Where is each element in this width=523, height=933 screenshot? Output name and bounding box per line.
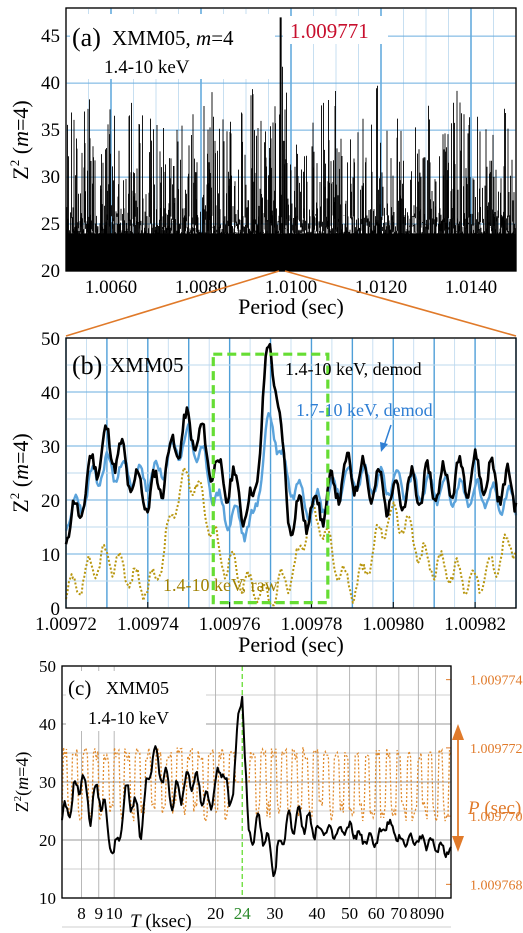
panel-c-series (61, 666, 452, 898)
right-tick-label: 1.009770 (470, 810, 523, 825)
x-tick-label: 1.0100 (265, 277, 317, 298)
highlight-box (211, 352, 330, 605)
panel-a-ticks: 20 25 30 35 40 45 1.0060 1.0080 1.0100 1.0120 1.01… (41, 26, 497, 298)
x-tick-label: 50 (341, 904, 358, 923)
y-tick-label: 45 (41, 26, 60, 47)
x-tick-label: 30 (266, 904, 283, 923)
panel-a-ylabel: Z2 (m=4) (7, 100, 33, 179)
y-tick-label: 10 (39, 889, 56, 908)
panel-a-peak-annotation: 1.009771 (290, 19, 369, 43)
x-tick-label: 1.0080 (175, 277, 227, 298)
x-tick-label: 1.00980 (362, 614, 424, 635)
panel-c-frame-top (61, 665, 452, 899)
right-axis-arrow (452, 724, 464, 852)
panel-b-title: XMM05 (110, 353, 184, 377)
legend-demod-17: 1.7-10 keV, demod (296, 400, 433, 420)
right-tick-label: 1.009774 (470, 674, 523, 689)
panel-c-xlabel: T (ksec) (130, 911, 192, 932)
x-tick-label: 70 (390, 904, 407, 923)
x-tick-label: 20 (207, 904, 224, 923)
y-tick-label: 10 (41, 545, 60, 566)
series-line-1 (64, 412, 518, 543)
x-tick-label: 9 (95, 904, 104, 923)
x-tick-label: 24 (234, 904, 252, 923)
y-tick-label: 30 (41, 437, 60, 458)
panel-a-band-label: 1.4-10 keV (104, 57, 190, 78)
y-tick-label: 40 (39, 715, 56, 734)
y-tick-label: 25 (41, 214, 60, 235)
legend-demod-14: 1.4-10 keV, demod (285, 359, 422, 379)
x-tick-label: 1.0060 (85, 277, 137, 298)
y-tick-label: 50 (41, 329, 60, 350)
x-tick-label: 1.0140 (445, 277, 497, 298)
panel-a-label-bg (70, 14, 275, 79)
legend-arrow (383, 424, 392, 447)
y-tick-label: 20 (39, 831, 56, 850)
right-tick-label: 1.009772 (470, 742, 523, 757)
series-fill (66, 233, 516, 271)
panel-a-label: (a) (72, 23, 101, 52)
y-tick-label: 20 (41, 261, 60, 282)
y-tick-label: 30 (41, 167, 60, 188)
panel-c-right-ylabel: P (sec) (467, 798, 521, 819)
x-tick-label: 1.00972 (35, 614, 97, 635)
panel-c-band-label: 1.4-10 keV (88, 708, 169, 728)
series-z2 (61, 695, 452, 878)
y-tick-label: 20 (41, 491, 60, 512)
panel-c-label-bg (66, 671, 206, 731)
x-tick-label: 10 (106, 904, 123, 923)
x-tick-label: 60 (368, 904, 385, 923)
x-tick-label: 1.00976 (199, 614, 261, 635)
y-tick-label: 30 (39, 773, 56, 792)
zoom-connector-left (65, 270, 280, 337)
y-tick-label: 35 (41, 120, 60, 141)
panel-a-annotation-bg (283, 16, 388, 44)
panel-c-title: XMM05 (106, 678, 169, 698)
legend-arrow-head (380, 442, 388, 452)
y-tick-label: 40 (41, 73, 60, 94)
y-tick-label: 50 (39, 657, 56, 676)
series-line-0 (64, 342, 518, 545)
panel-b-label: (b) (72, 351, 102, 380)
panel-b-xlabel: Period (sec) (238, 632, 344, 657)
x-tick-label: 1.0120 (355, 277, 407, 298)
y-tick-label: 0 (51, 599, 61, 620)
panel-b-ylabel: Z2 (m=4) (7, 433, 33, 512)
series-line-2 (65, 466, 517, 607)
panel-a-frame-top (65, 7, 517, 272)
zoom-connector-right (284, 270, 517, 337)
x-tick-label: 1.00978 (281, 614, 343, 635)
x-tick-label: 8 (77, 904, 86, 923)
x-tick-label: 1.00982 (444, 614, 506, 635)
panel-a: 20 25 30 35 40 45 1.0060 1.0080 1.0100 1.0120 1.01… (7, 7, 517, 319)
panel-b-series (64, 342, 518, 607)
panel-c-label: (c) (68, 676, 91, 700)
panel-c-ylabel: Z2(m=4) (12, 752, 33, 813)
x-tick-label: 1.00974 (117, 614, 179, 635)
panel-a-xlabel: Period (sec) (238, 294, 344, 319)
x-tick-label: 80 (410, 904, 427, 923)
panel-b-frame-top (65, 337, 517, 609)
panel-a-series (65, 17, 517, 271)
right-tick-label: 1.009768 (470, 878, 523, 893)
x-tick-label: 40 (308, 904, 325, 923)
x-tick-label: 90 (427, 904, 444, 923)
y-tick-label: 40 (41, 383, 60, 404)
legend-raw-14: 1.4-10 keV, raw (163, 575, 278, 595)
panel-a-title: XMM05, m=4 (112, 26, 234, 50)
